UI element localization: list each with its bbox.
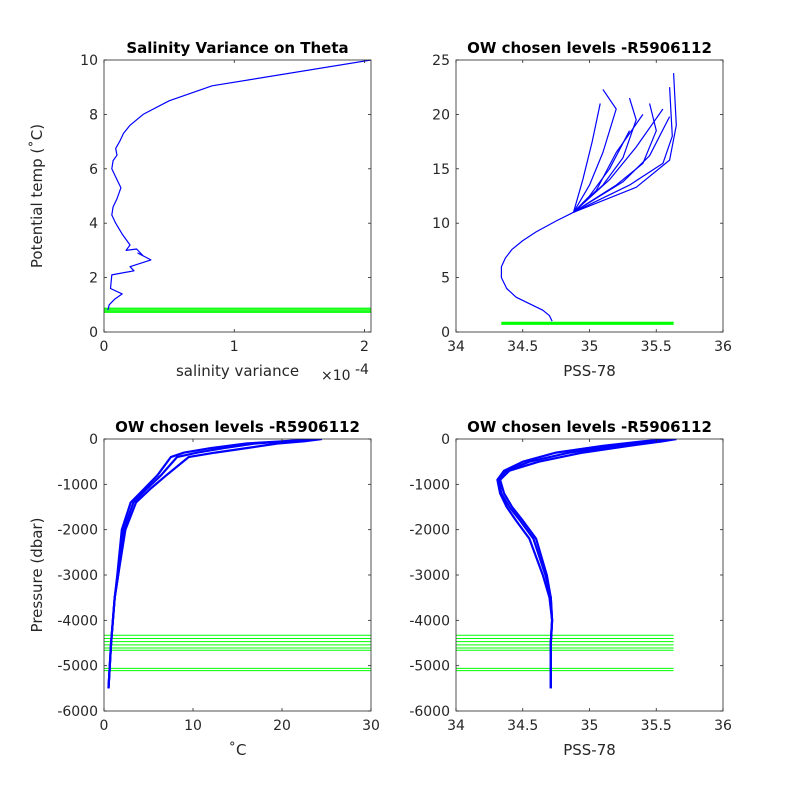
y-tick-label: 10 (432, 216, 450, 232)
series-profile-line (499, 439, 677, 689)
series-spread-line (573, 108, 664, 213)
y-tick-label: -1000 (409, 477, 450, 493)
data-layer (104, 439, 371, 689)
y-tick-label: 2 (89, 271, 98, 287)
series-deep-core-line (500, 211, 574, 322)
x-axis-label: PSS-78 (563, 362, 616, 380)
x-tick-label: 34.5 (507, 339, 538, 355)
y-tick-label: -6000 (57, 704, 98, 720)
x-exponent-power: -4 (355, 362, 369, 378)
x-tick-label: 35.5 (641, 339, 672, 355)
x-tick-label: 35.5 (641, 718, 672, 734)
y-tick-label: 0 (441, 325, 450, 341)
subplot-2: 34 34.5 35 35.5 36 0 5 10 15 20 25 OW chosen levels… (432, 39, 732, 380)
y-tick-label: 25 (432, 53, 450, 69)
y-tick-label: -2000 (57, 523, 98, 539)
x-tick-label: 35 (581, 718, 599, 734)
series-spread-line (573, 116, 671, 213)
y-tick-label: 10 (80, 53, 98, 69)
x-tick-label: 30 (362, 718, 380, 734)
y-tick-label: -5000 (409, 659, 450, 675)
y-tick-label: -4000 (409, 613, 450, 629)
y-tick-label: -3000 (57, 568, 98, 584)
x-tick-label: 10 (184, 718, 202, 734)
x-tick-label: 35 (581, 339, 599, 355)
y-tick-label: -6000 (409, 704, 450, 720)
subplot-1: 0 1 2 0 2 4 6 8 10 Salinity Variance on Theta sali… (28, 39, 372, 384)
series-profile-line (107, 60, 371, 311)
y-tick-label: 0 (441, 432, 450, 448)
y-tick-label: 4 (89, 216, 98, 232)
x-tick-label: 34 (447, 718, 465, 734)
x-tick-label: 36 (714, 718, 732, 734)
series-spread-line (572, 103, 601, 213)
x-tick-label: 20 (273, 718, 291, 734)
chart-title: Salinity Variance on Theta (126, 39, 348, 57)
series-spread-line (572, 89, 617, 213)
x-tick-label: 34 (447, 339, 465, 355)
chart-title: OW chosen levels -R5906112 (467, 39, 712, 57)
x-tick-label: 34.5 (507, 718, 538, 734)
subplot-4: 34 34.5 35 35.5 36 -6000 -5000 -4000 -3000 -2000 -… (409, 418, 732, 759)
x-tick-label: 0 (100, 718, 109, 734)
plot-area (104, 60, 371, 332)
data-layer (456, 439, 677, 689)
y-tick-label: -1000 (57, 477, 98, 493)
series-profile-line (107, 439, 323, 689)
series-spread-line (573, 73, 677, 213)
data-layer (104, 60, 371, 313)
series-spread-line (573, 87, 673, 213)
chart-title: OW chosen levels -R5906112 (467, 418, 712, 436)
y-tick-label: -4000 (57, 613, 98, 629)
y-tick-label: 8 (89, 107, 98, 123)
y-axis-label: Potential temp (˚C) (28, 124, 46, 268)
y-tick-label: 20 (432, 107, 450, 123)
y-tick-label: 0 (89, 325, 98, 341)
chart-title: OW chosen levels -R5906112 (115, 418, 360, 436)
x-axis-label: ˚C (229, 741, 247, 759)
x-axis-label: PSS-78 (563, 741, 616, 759)
x-tick-label: 2 (360, 339, 369, 355)
y-tick-label: 0 (89, 432, 98, 448)
y-tick-label: 5 (441, 271, 450, 287)
x-axis-label: salinity variance (176, 362, 299, 380)
y-tick-label: 6 (89, 162, 98, 178)
x-tick-label: 0 (100, 339, 109, 355)
subplot-3: 0 10 20 30 -6000 -5000 -4000 -3000 -2000 -1000 0 OW… (28, 418, 380, 759)
x-tick-label: 1 (230, 339, 239, 355)
x-exponent-label: ×10 (321, 368, 351, 384)
y-tick-label: -2000 (409, 523, 450, 539)
axes-frame (103, 59, 372, 333)
y-tick-label: 15 (432, 162, 450, 178)
data-layer (500, 73, 677, 325)
y-axis-label: Pressure (dbar) (28, 518, 46, 633)
y-tick-label: -5000 (57, 659, 98, 675)
y-tick-label: -3000 (409, 568, 450, 584)
x-tick-label: 36 (714, 339, 732, 355)
